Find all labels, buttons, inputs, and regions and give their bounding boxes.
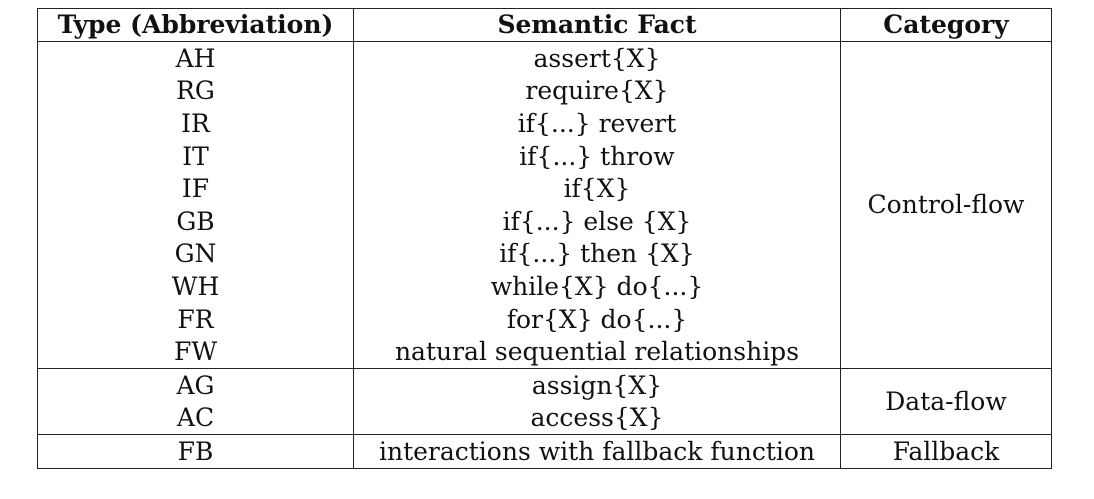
table-row: IR if{...} revert	[37, 107, 1052, 140]
table-row: FB interactions with fallback function F…	[37, 434, 1052, 469]
category-cell: Fallback	[840, 434, 1052, 469]
table-row: FW natural sequential relationships	[37, 335, 1052, 369]
table-row: RG require{X}	[37, 74, 1052, 108]
table-row: WH while{X} do{...}	[37, 270, 1052, 303]
type-cell: AC	[37, 401, 354, 436]
type-cell: RG	[37, 74, 354, 108]
category-cell: Control-flow	[840, 41, 1052, 369]
fact-cell: assert{X}	[353, 41, 841, 75]
fact-cell: natural sequential relationships	[353, 335, 841, 369]
fact-cell: if{...} then {X}	[353, 237, 841, 271]
fact-cell: access{X}	[353, 401, 841, 436]
semantic-facts-table: Type (Abbreviation) Semantic Fact Catego…	[37, 8, 1052, 469]
table-row: GB if{...} else {X}	[37, 204, 1052, 238]
table-row: IF if{X}	[37, 172, 1052, 205]
fact-cell: while{X} do{...}	[353, 270, 841, 303]
type-cell: AH	[37, 41, 354, 75]
header-semantic-fact: Semantic Fact	[353, 8, 841, 42]
category-cell: Data-flow	[840, 367, 1052, 436]
fact-cell: interactions with fallback function	[353, 434, 841, 469]
table-row: AC access{X}	[37, 401, 1052, 436]
fact-cell: if{...} revert	[353, 107, 841, 140]
type-cell: IT	[37, 139, 354, 173]
fact-cell: for{X} do{...}	[353, 302, 841, 336]
fact-cell: assign{X}	[353, 367, 841, 402]
fact-cell: if{...} else {X}	[353, 204, 841, 238]
type-cell: GN	[37, 237, 354, 271]
table-row: FR for{X} do{...}	[37, 302, 1052, 336]
fact-cell: require{X}	[353, 74, 841, 108]
fact-cell: if{X}	[353, 172, 841, 205]
header-row: Type (Abbreviation) Semantic Fact Catego…	[37, 8, 1052, 42]
table-row: IT if{...} throw	[37, 139, 1052, 173]
type-cell: FW	[37, 335, 354, 369]
type-cell: FR	[37, 302, 354, 336]
type-cell: IR	[37, 107, 354, 140]
table-row: GN if{...} then {X}	[37, 237, 1052, 271]
header-category: Category	[840, 8, 1052, 42]
fact-cell: if{...} throw	[353, 139, 841, 173]
type-cell: AG	[37, 367, 354, 402]
type-cell: WH	[37, 270, 354, 303]
table-row: AG assign{X} Data-flow	[37, 367, 1052, 436]
type-cell: GB	[37, 204, 354, 238]
table-row: AH assert{X} Control-flow	[37, 41, 1052, 369]
type-cell: IF	[37, 172, 354, 205]
type-cell: FB	[37, 434, 354, 469]
header-type: Type (Abbreviation)	[37, 8, 354, 42]
